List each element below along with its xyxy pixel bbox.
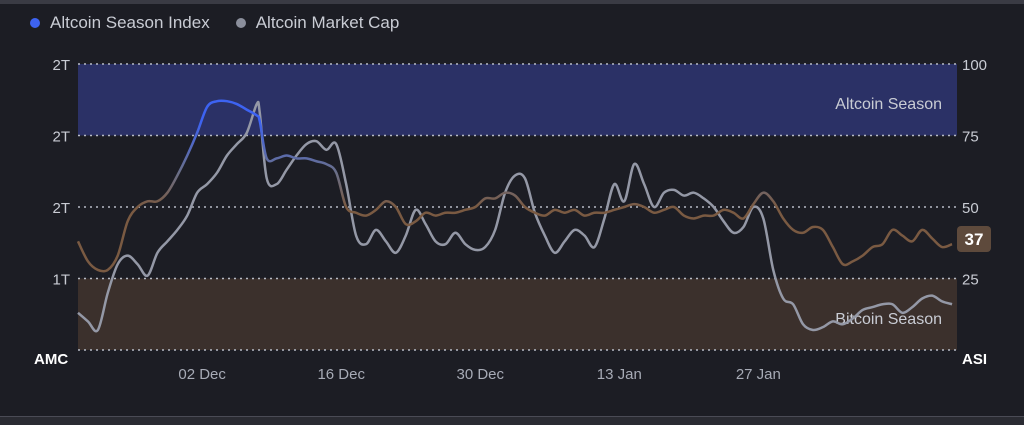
left-tick-3: 1T [52,272,70,289]
left-axis-label: AMC [34,351,68,368]
right-tick-0: 100 [962,57,987,74]
x-tick-0: 02 Dec [178,366,226,383]
left-axis-ticks: 2T 2T 2T 1T [52,57,70,289]
line-altcoin-season-index [76,99,953,273]
legend-dot-amc-icon [235,18,246,28]
right-axis-ticks: 100 75 50 25 [962,57,987,289]
top-border [0,0,1024,4]
x-tick-4: 27 Jan [736,366,781,383]
series-altcoin-season-index [76,99,953,273]
altcoin-season-label: Altcoin Season [835,96,942,113]
series-altcoin-market-cap [77,100,953,333]
x-axis-ticks: 02 Dec 16 Dec 30 Dec 13 Jan 27 Jan [178,366,780,383]
gridlines [78,63,957,351]
line-altcoin-market-cap [77,100,953,333]
left-tick-0: 2T [52,57,70,74]
bitcoin-season-zone [78,278,957,350]
legend-item-amc[interactable]: Altcoin Market Cap [235,13,400,33]
x-tick-2: 30 Dec [456,366,504,383]
altcoin-season-zone [78,64,957,136]
legend-dot-asi-icon [30,18,40,28]
left-tick-2: 2T [52,200,70,217]
current-value-text: 37 [965,230,984,249]
right-axis-label: ASI [962,351,987,368]
right-tick-3: 25 [962,272,979,289]
current-value-badge: 37 [957,226,991,252]
legend-label-amc: Altcoin Market Cap [255,13,400,32]
legend-label-asi: Altcoin Season Index [50,13,210,32]
legend-item-asi[interactable]: Altcoin Season Index [30,13,210,33]
bottom-border [0,416,1024,425]
x-tick-3: 13 Jan [597,366,642,383]
right-tick-1: 75 [962,129,979,146]
x-tick-1: 16 Dec [317,366,365,383]
bitcoin-season-label: Bitcoin Season [835,311,942,328]
right-tick-2: 50 [962,200,979,217]
left-tick-1: 2T [52,129,70,146]
legend: Altcoin Season Index Altcoin Market Cap [30,13,399,33]
